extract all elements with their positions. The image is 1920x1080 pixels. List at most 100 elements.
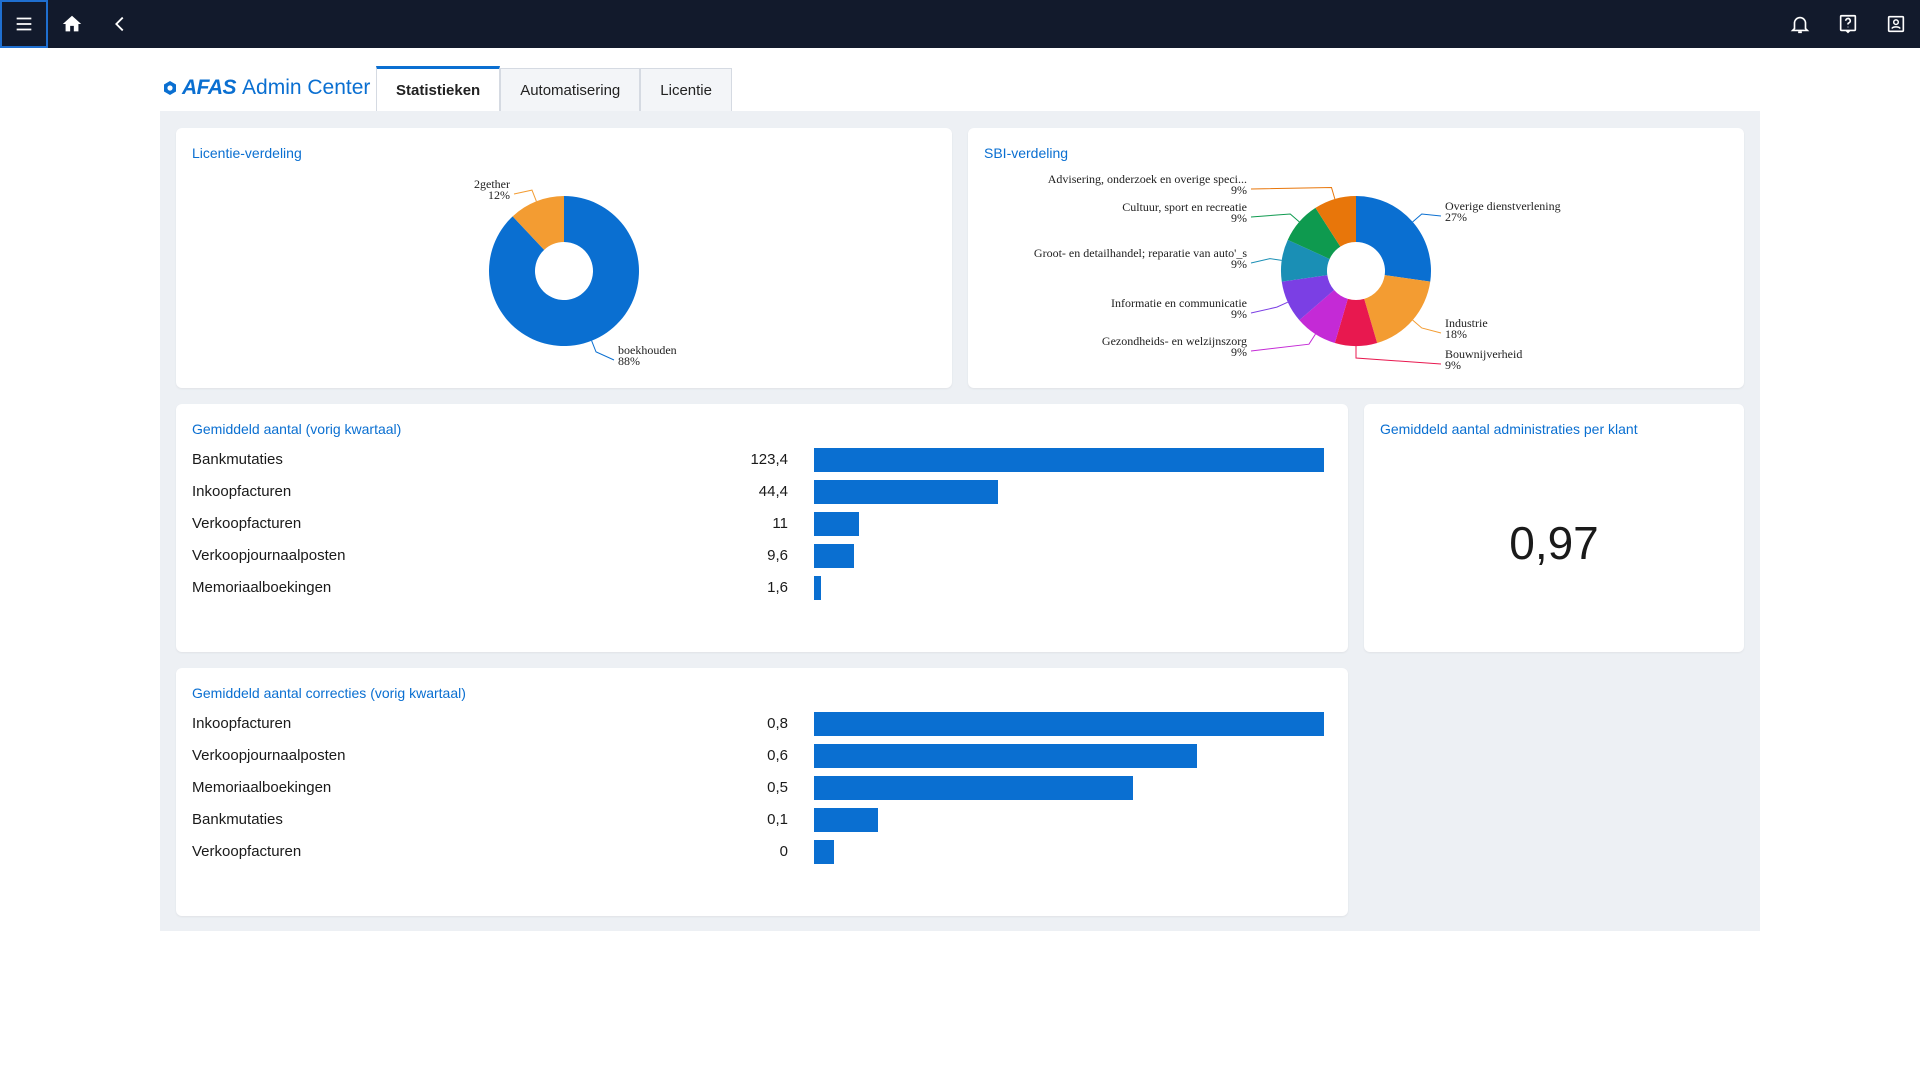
menu-icon — [16, 17, 32, 31]
pie-slice-label: Informatie en communicatie — [1111, 296, 1247, 310]
help-button[interactable] — [1824, 0, 1872, 48]
bar-row: Verkoopfacturen 11 — [192, 512, 1332, 536]
home-button[interactable] — [48, 0, 96, 48]
home-icon — [62, 15, 82, 32]
pie-slice — [1334, 298, 1378, 346]
pie-slice-label: Overige dienstverlening — [1445, 199, 1561, 213]
pie-slice — [512, 196, 564, 250]
card-title: Gemiddeld aantal correcties (vorig kwart… — [192, 685, 466, 701]
bar — [814, 808, 878, 832]
top-navigation-bar — [0, 0, 1920, 48]
bar-row: Bankmutaties 0,1 — [192, 808, 1332, 832]
pie-slice-value: 9% — [1231, 307, 1247, 321]
notifications-button[interactable] — [1776, 0, 1824, 48]
pie-slice — [1364, 275, 1431, 343]
pie-slice-label: Bouwnijverheid — [1445, 347, 1522, 361]
pie-slice-value: 9% — [1445, 358, 1461, 372]
help-icon — [1839, 14, 1857, 34]
bar-row: Inkoopfacturen 44,4 — [192, 480, 1332, 504]
pie-slice — [1281, 239, 1330, 282]
gemiddeld-aantal-correcties-card: Gemiddeld aantal correcties (vorig kwart… — [176, 668, 1348, 916]
bar-label: Verkoopfacturen — [192, 843, 302, 860]
kpi-value: 0,97 — [1509, 517, 1599, 569]
pie-slice — [1299, 289, 1348, 343]
back-button[interactable] — [96, 0, 144, 48]
bar-label: Verkoopjournaalposten — [192, 747, 346, 764]
bar — [814, 576, 821, 600]
pie-leader-line — [513, 189, 537, 202]
pie-slice-label: Advisering, onderzoek en overige speci..… — [1048, 172, 1247, 186]
pie-leader-line — [1250, 333, 1316, 352]
pie-leader-line — [1412, 213, 1442, 223]
back-icon — [115, 16, 124, 32]
bar-row: Memoriaalboekingen 1,6 — [192, 576, 1332, 600]
bar-row: Verkoopjournaalposten 9,6 — [192, 544, 1332, 568]
profile-icon — [1887, 15, 1905, 33]
pie-leader-line — [1250, 301, 1288, 314]
bar — [814, 840, 834, 864]
pie-leader-line — [591, 340, 615, 361]
bar-value: 0,8 — [767, 715, 788, 732]
bar — [814, 712, 1324, 736]
bar — [814, 480, 998, 504]
pie-slice — [1315, 196, 1356, 247]
menu-button[interactable] — [0, 0, 48, 48]
pie-slice-value: 9% — [1231, 211, 1247, 225]
afas-logo-icon — [164, 81, 176, 95]
pie-slice-value: 27% — [1445, 210, 1467, 224]
bar-label: Memoriaalboekingen — [192, 779, 332, 796]
card-title: SBI-verdeling — [984, 145, 1069, 161]
pie-slice — [1356, 196, 1431, 282]
sbi-verdeling-card: SBI-verdeling Overige dienstverlening 27%… — [968, 128, 1744, 388]
pie-slice-label: Gezondheids- en welzijnszorg — [1102, 334, 1247, 348]
pie-slice-label: boekhouden — [618, 343, 677, 357]
bar-value: 11 — [772, 515, 788, 532]
tab-licentie[interactable]: Licentie — [640, 68, 732, 112]
pie-leader-line — [1412, 319, 1442, 334]
pie-slice-label: Cultuur, sport en recreatie — [1122, 200, 1247, 214]
bar-label: Memoriaalboekingen — [192, 579, 332, 596]
card-title: Gemiddeld aantal (vorig kwartaal) — [192, 421, 402, 437]
bar-label: Verkoopfacturen — [192, 515, 302, 532]
tab-statistieken[interactable]: Statistieken — [376, 66, 501, 112]
administraties-per-klant-card: Gemiddeld aantal administraties per klan… — [1364, 404, 1744, 652]
pie-leader-line — [1250, 187, 1336, 200]
brand-name: AFAS — [182, 76, 237, 99]
bar-row: Memoriaalboekingen 0,5 — [192, 776, 1332, 800]
pie-slice-value: 18% — [1445, 327, 1467, 341]
card-title: Gemiddeld aantal administraties per klan… — [1380, 421, 1638, 437]
pie-slice — [1281, 275, 1335, 321]
bar — [814, 544, 854, 568]
bar — [814, 776, 1133, 800]
pie-slice-label: Industrie — [1445, 316, 1488, 330]
pie-leader-line — [1250, 213, 1300, 223]
pie-slice-value: 9% — [1231, 257, 1247, 271]
bar-row: Inkoopfacturen 0,8 — [192, 712, 1332, 736]
card-title: Licentie-verdeling — [192, 145, 302, 161]
pie-slice-value: 9% — [1231, 183, 1247, 197]
profile-button[interactable] — [1872, 0, 1920, 48]
pie-slice-value: 88% — [618, 354, 640, 368]
bar-value: 0,6 — [767, 747, 788, 764]
app-logo: AFAS Admin Center — [162, 76, 370, 100]
dashboard-content: Licentie-verdeling boekhouden 88% 2gether 1… — [160, 111, 1760, 931]
pie-slice-label: 2gether — [474, 177, 510, 191]
bar-label: Bankmutaties — [192, 811, 283, 828]
bell-icon — [1790, 16, 1810, 34]
bar-value: 1,6 — [767, 579, 788, 596]
bar — [814, 512, 860, 536]
app-title: Admin Center — [242, 76, 371, 99]
tab-automatisering[interactable]: Automatisering — [500, 68, 641, 112]
bar-value: 9,6 — [767, 547, 788, 564]
pie-slice-label: Groot- en detailhandel; reparatie van au… — [1034, 246, 1247, 260]
bar — [814, 448, 1324, 472]
bar-value: 0 — [779, 843, 788, 860]
bar-value: 0,5 — [767, 779, 788, 796]
tab-bar: Statistieken Automatisering Licentie — [376, 66, 732, 112]
bar-label: Bankmutaties — [192, 451, 283, 468]
pie-slice — [488, 196, 639, 346]
bar-label: Inkoopfacturen — [192, 483, 292, 500]
bar — [814, 744, 1197, 768]
